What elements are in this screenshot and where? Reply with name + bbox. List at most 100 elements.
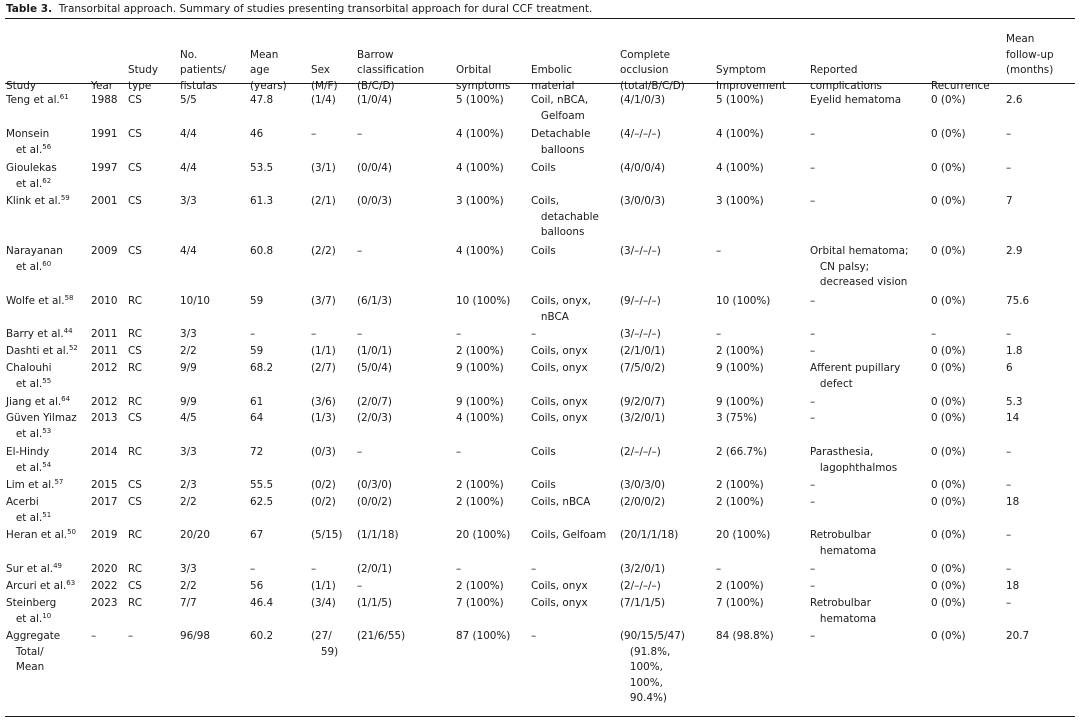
cell-text: 18 (1006, 496, 1020, 508)
cell-text: – (456, 328, 462, 340)
cell-type: CS (128, 244, 142, 260)
cell-sex: (5/15) (311, 528, 342, 544)
cell-text: Coils (531, 446, 556, 458)
cell-text: 20/20 (180, 529, 210, 541)
reference-superscript: 44 (63, 327, 73, 335)
cell-sex: (3/7) (311, 294, 336, 310)
cell-text: 47.8 (250, 94, 274, 106)
cell-study: Teng et al.61 (6, 93, 69, 109)
cell-occlusion: (2/0/0/2) (620, 495, 665, 511)
cell-text: 4 (100%) (716, 128, 764, 140)
cell-complications: Orbital hematoma; CN palsy; decreased vi… (810, 244, 908, 291)
cell-complications: – (810, 395, 815, 411)
cell-text: 0 (0%) (931, 630, 966, 642)
cell-age: 47.8 (250, 93, 273, 109)
cell-sex: (3/1) (311, 161, 336, 177)
cell-followup: – (1006, 478, 1011, 494)
cell-text: 0 (0%) (931, 94, 966, 106)
cell-embolic: Coils, onyx (531, 596, 588, 612)
cell-text: (0/0/3) (357, 195, 392, 207)
cell-followup: 1.8 (1006, 344, 1023, 360)
cell-n: 4/5 (180, 411, 197, 427)
cell-text: (4/1/0/3) (620, 94, 666, 106)
reference-superscript: 51 (42, 510, 52, 519)
cell-text: Güven Yilmaz et al. (6, 412, 77, 440)
cell-recurrence: – (931, 327, 936, 343)
cell-text: (7/1/1/5) (620, 597, 666, 609)
cell-text: 56 (250, 580, 264, 592)
cell-text: 7 (1006, 195, 1013, 207)
cell-text: 9/9 (180, 362, 197, 374)
cell-symptom: 2 (100%) (716, 495, 764, 511)
cell-type: CS (128, 161, 142, 177)
cell-complications: Retrobulbar hematoma (810, 528, 876, 559)
cell-text: 60.8 (250, 245, 274, 257)
cell-year: 2010 (91, 294, 117, 310)
cell-text: Heran et al. (6, 529, 68, 541)
cell-embolic: Detachable balloons (531, 127, 590, 158)
cell-age: 72 (250, 445, 263, 461)
column-header-sex: Sex (M/F) (311, 64, 338, 92)
cell-text: 0 (0%) (931, 162, 966, 174)
cell-text: Coils (531, 162, 556, 174)
cell-text: 0 (0%) (931, 563, 966, 575)
cell-text: Chalouhi et al. (6, 362, 52, 390)
cell-recurrence: 0 (0%) (931, 445, 966, 461)
cell-text: Acerbi et al. (6, 496, 43, 524)
cell-year: 2001 (91, 194, 117, 210)
cell-age: 46.4 (250, 596, 273, 612)
cell-text: – (1006, 597, 1012, 609)
cell-symptom: 2 (100%) (716, 344, 764, 360)
cell-study: Chalouhi et al.55 (6, 361, 52, 392)
cell-text: – (128, 630, 134, 642)
cell-text: 2012 (91, 396, 118, 408)
cell-text: – (1006, 128, 1012, 140)
cell-symptom: – (716, 562, 721, 578)
cell-text: CS (128, 245, 142, 257)
cell-text: – (531, 328, 537, 340)
cell-orbital: 2 (100%) (456, 495, 504, 511)
reference-superscript: 49 (53, 562, 63, 570)
cell-barrow: (0/0/3) (357, 194, 392, 210)
cell-text: (21/6/55) (357, 630, 406, 642)
cell-embolic: Coils, onyx (531, 395, 588, 411)
cell-occlusion: (7/5/0/2) (620, 361, 665, 377)
cell-text: Gioulekas et al. (6, 162, 57, 190)
cell-orbital: 87 (100%) (456, 629, 510, 645)
cell-sex: (0/3) (311, 445, 336, 461)
cell-sex: (3/6) (311, 395, 336, 411)
cell-n: 10/10 (180, 294, 210, 310)
cell-followup: 7 (1006, 194, 1013, 210)
cell-study: Acerbi et al.51 (6, 495, 51, 526)
cell-text: (90/15/5/47) (91.8%, 100%, 100%, 90.4%) (620, 630, 685, 704)
cell-occlusion: (9/2/0/7) (620, 395, 665, 411)
cell-text: 55.5 (250, 479, 274, 491)
cell-text: – (810, 295, 816, 307)
cell-type: CS (128, 478, 142, 494)
cell-year: 2020 (91, 562, 117, 578)
cell-year: 2014 (91, 445, 117, 461)
cell-text: 10 (100%) (716, 295, 771, 307)
table-header-rule (5, 83, 1075, 84)
cell-year: 2011 (91, 344, 117, 360)
cell-age: 55.5 (250, 478, 273, 494)
cell-study: Dashti et al.52 (6, 344, 78, 360)
table-top-rule (5, 18, 1075, 20)
cell-text: RC (128, 396, 142, 408)
cell-symptom: – (716, 327, 721, 343)
cell-occlusion: (4/–/–/–) (620, 127, 661, 143)
cell-followup: – (1006, 528, 1011, 544)
cell-text: Jiang et al. (6, 396, 62, 408)
cell-sex: (3/4) (311, 596, 336, 612)
cell-type: – (128, 629, 133, 645)
cell-embolic: Coils (531, 161, 556, 177)
reference-superscript: 50 (67, 528, 76, 536)
cell-text: 0 (0%) (931, 496, 966, 508)
cell-recurrence: 0 (0%) (931, 93, 966, 109)
cell-n: 2/2 (180, 495, 197, 511)
cell-text: 0 (0%) (931, 479, 966, 491)
cell-text: – (810, 128, 816, 140)
cell-text: 96/98 (180, 630, 210, 642)
cell-text: 3 (75%) (716, 412, 758, 424)
